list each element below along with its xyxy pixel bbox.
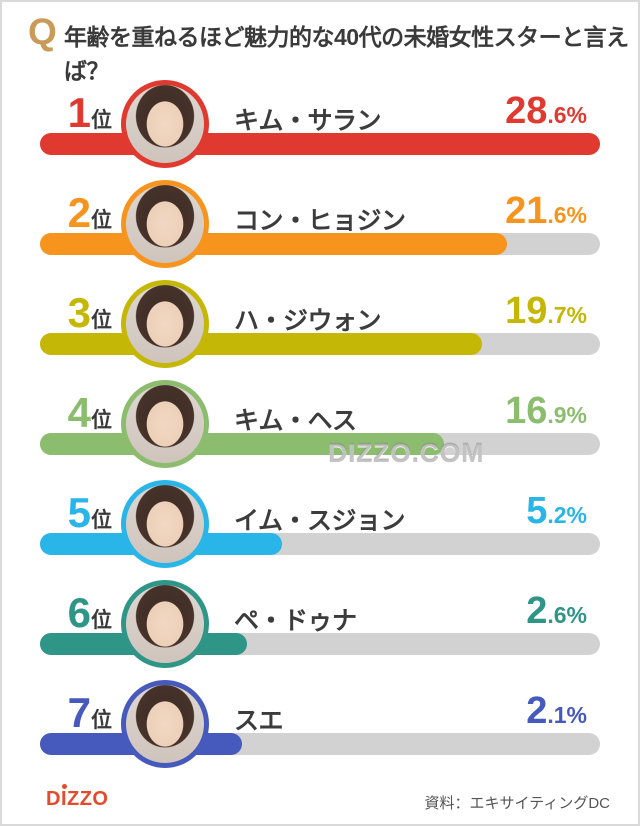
percentage-integer: 2 <box>526 690 548 732</box>
source-credit: 資料：エキサイティングDC <box>424 795 610 812</box>
rank-number: 1 <box>67 89 91 136</box>
percentage-fraction: .6% <box>547 102 587 128</box>
percentage-fraction: .2% <box>547 502 587 528</box>
site-watermark: DIZZO.COM <box>328 438 484 468</box>
rank-suffix: 位 <box>91 709 112 732</box>
rank-number: 4 <box>67 389 91 436</box>
percentage-fraction: .1% <box>547 702 587 728</box>
star-name: コン・ヒョジン <box>234 207 406 235</box>
star-name: スエ <box>234 707 284 735</box>
star-name: ハ・ジウォン <box>234 307 382 335</box>
ranking-row: 3位 ハ・ジウォン 19.7% <box>2 272 640 372</box>
percentage-integer: 2 <box>526 590 548 632</box>
header: Q 年齢を重ねるほど魅力的な40代の未婚女性スターと言えば？ <box>2 2 638 85</box>
portrait-photo <box>121 380 209 468</box>
rank-suffix: 位 <box>91 309 112 332</box>
ranking-row: 2位 コン・ヒョジン 21.6% <box>2 172 640 272</box>
percentage-integer: 21 <box>505 190 548 232</box>
portrait-photo <box>121 680 209 768</box>
ranking-row: 1位 キム・サラン 28.6% <box>2 72 640 172</box>
dizzo-logo: DIZZO <box>46 784 109 811</box>
percentage-value: 2.1% <box>526 690 587 732</box>
percentage-value: 2.6% <box>526 590 587 632</box>
rank-label: 7位 <box>2 692 112 734</box>
percentage-value: 16.9% <box>505 390 587 432</box>
rank-label: 4位 <box>2 392 112 434</box>
rank-suffix: 位 <box>91 409 112 432</box>
percentage-value: 21.6% <box>505 190 587 232</box>
percentage-fraction: .6% <box>547 202 587 228</box>
rank-number: 7 <box>67 689 91 736</box>
portrait-photo <box>121 580 209 668</box>
ranking-row: 7位 スエ 2.1% <box>2 672 640 772</box>
rank-label: 2位 <box>2 192 112 234</box>
rank-suffix: 位 <box>91 109 112 132</box>
rank-label: 6位 <box>2 592 112 634</box>
rank-number: 5 <box>67 489 91 536</box>
star-name: キム・ヘス <box>234 407 357 435</box>
percentage-integer: 19 <box>505 290 548 332</box>
percentage-value: 28.6% <box>505 90 587 132</box>
rank-suffix: 位 <box>91 509 112 532</box>
rank-suffix: 位 <box>91 209 112 232</box>
rank-label: 1位 <box>2 92 112 134</box>
dizzo-logo-text: DIZZO <box>46 788 109 810</box>
portrait-photo <box>121 180 209 268</box>
logo-dot-icon <box>62 784 67 789</box>
percentage-value: 5.2% <box>526 490 587 532</box>
page-title: 年齢を重ねるほど魅力的な40代の未婚女性スターと言えば？ <box>64 24 629 84</box>
rank-number: 6 <box>67 589 91 636</box>
percentage-value: 19.7% <box>505 290 587 332</box>
question-icon: Q <box>28 11 57 52</box>
rank-number: 2 <box>67 189 91 236</box>
percentage-fraction: .6% <box>547 602 587 628</box>
ranking-list: 1位 キム・サラン 28.6% 2位 コン・ヒョジン 21.6% 3位 ハ・ジウ… <box>2 72 640 772</box>
rank-label: 3位 <box>2 292 112 334</box>
percentage-integer: 16 <box>505 390 548 432</box>
percentage-integer: 28 <box>505 90 548 132</box>
percentage-fraction: .9% <box>547 402 587 428</box>
rank-suffix: 位 <box>91 609 112 632</box>
rank-label: 5位 <box>2 492 112 534</box>
star-name: ペ・ドゥナ <box>234 607 357 635</box>
ranking-row: 5位 イム・スジョン 5.2% <box>2 472 640 572</box>
portrait-photo <box>121 280 209 368</box>
percentage-integer: 5 <box>526 490 548 532</box>
rank-number: 3 <box>67 289 91 336</box>
percentage-fraction: .7% <box>547 302 587 328</box>
portrait-photo <box>121 80 209 168</box>
portrait-photo <box>121 480 209 568</box>
ranking-row: 6位 ペ・ドゥナ 2.6% <box>2 572 640 672</box>
star-name: イム・スジョン <box>234 507 406 535</box>
star-name: キム・サラン <box>234 107 382 135</box>
footer: DIZZO 資料：エキサイティングDC <box>2 772 638 826</box>
ranking-row: 4位 キム・ヘス 16.9% <box>2 372 640 472</box>
